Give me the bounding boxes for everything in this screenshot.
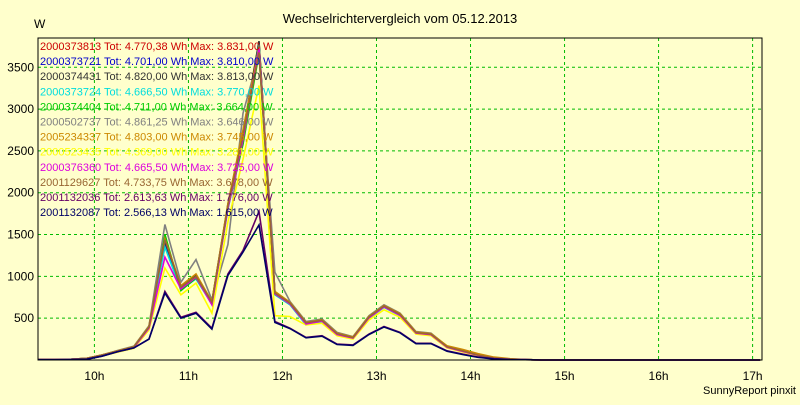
legend-entry-2000376360: 2000376360 Tot: 4.665,50 Wh Max: 3.725,0… xyxy=(40,162,274,174)
legend-entry-2000373721: 2000373721 Tot: 4.701,00 Wh Max: 3.810,0… xyxy=(40,56,274,68)
legend-entry-2000373724: 2000373724 Tot: 4.666,50 Wh Max: 3.770,0… xyxy=(40,86,274,98)
axis-ticks: 10h 11h 12h 13h 14h 15h 16h 17h 500 1000 1500 2000 2… xyxy=(7,60,762,383)
y-axis-unit-label: W xyxy=(34,17,46,31)
chart-title: Wechselrichtervergleich vom 05.12.2013 xyxy=(283,11,518,26)
x-tick-label-7: 17h xyxy=(743,369,763,383)
legend-entry-2000502737: 2000502737 Tot: 4.861,25 Wh Max: 3.646,0… xyxy=(40,117,274,129)
y-tick-label-3: 2000 xyxy=(7,186,34,200)
y-tick-label-4: 2500 xyxy=(7,144,34,158)
y-tick-label-2: 1500 xyxy=(7,228,34,242)
x-tick-label-1: 11h xyxy=(179,369,198,383)
y-tick-label-0: 500 xyxy=(14,311,34,325)
y-tick-label-5: 3000 xyxy=(7,102,34,116)
legend-entry-2005234337: 2005234337 Tot: 4.803,00 Wh Max: 3.745,0… xyxy=(40,132,274,144)
legend-entry-2001132087: 2001132087 Tot: 2.566,13 Wh Max: 1.615,0… xyxy=(40,207,273,219)
x-tick-label-6: 16h xyxy=(649,369,669,383)
legend-entry-2000373813: 2000373813 Tot: 4.770,38 Wh Max: 3.831,0… xyxy=(40,41,274,53)
y-tick-label-6: 3500 xyxy=(7,60,34,74)
x-tick-label-2: 12h xyxy=(272,369,292,383)
legend-entry-2000374404: 2000374404 Tot: 4.711,00 Wh Max: 3.664,0… xyxy=(40,101,273,113)
legend-entry-2000523435: 2000523435 Tot: 4.369,00 Wh Max: 3.281,0… xyxy=(40,147,274,159)
x-tick-label-3: 13h xyxy=(366,369,386,383)
plot-frame xyxy=(37,37,763,361)
legend-entry-2001132036: 2001132036 Tot: 2.613,63 Wh Max: 1.776,0… xyxy=(40,192,273,204)
legend: 2000373813 Tot: 4.770,38 Wh Max: 3.831,0… xyxy=(40,41,274,219)
legend-entry-2000374431: 2000374431 Tot: 4.820,00 Wh Max: 3.813,0… xyxy=(40,71,274,83)
y-tick-label-1: 1000 xyxy=(7,269,34,283)
x-tick-label-5: 15h xyxy=(555,369,575,383)
x-tick-label-4: 14h xyxy=(461,369,481,383)
legend-entry-2001129627: 2001129627 Tot: 4.733,75 Wh Max: 3.678,0… xyxy=(40,177,273,189)
x-tick-label-0: 10h xyxy=(84,369,104,383)
footer-credit: SunnyReport pinxit xyxy=(703,385,796,397)
